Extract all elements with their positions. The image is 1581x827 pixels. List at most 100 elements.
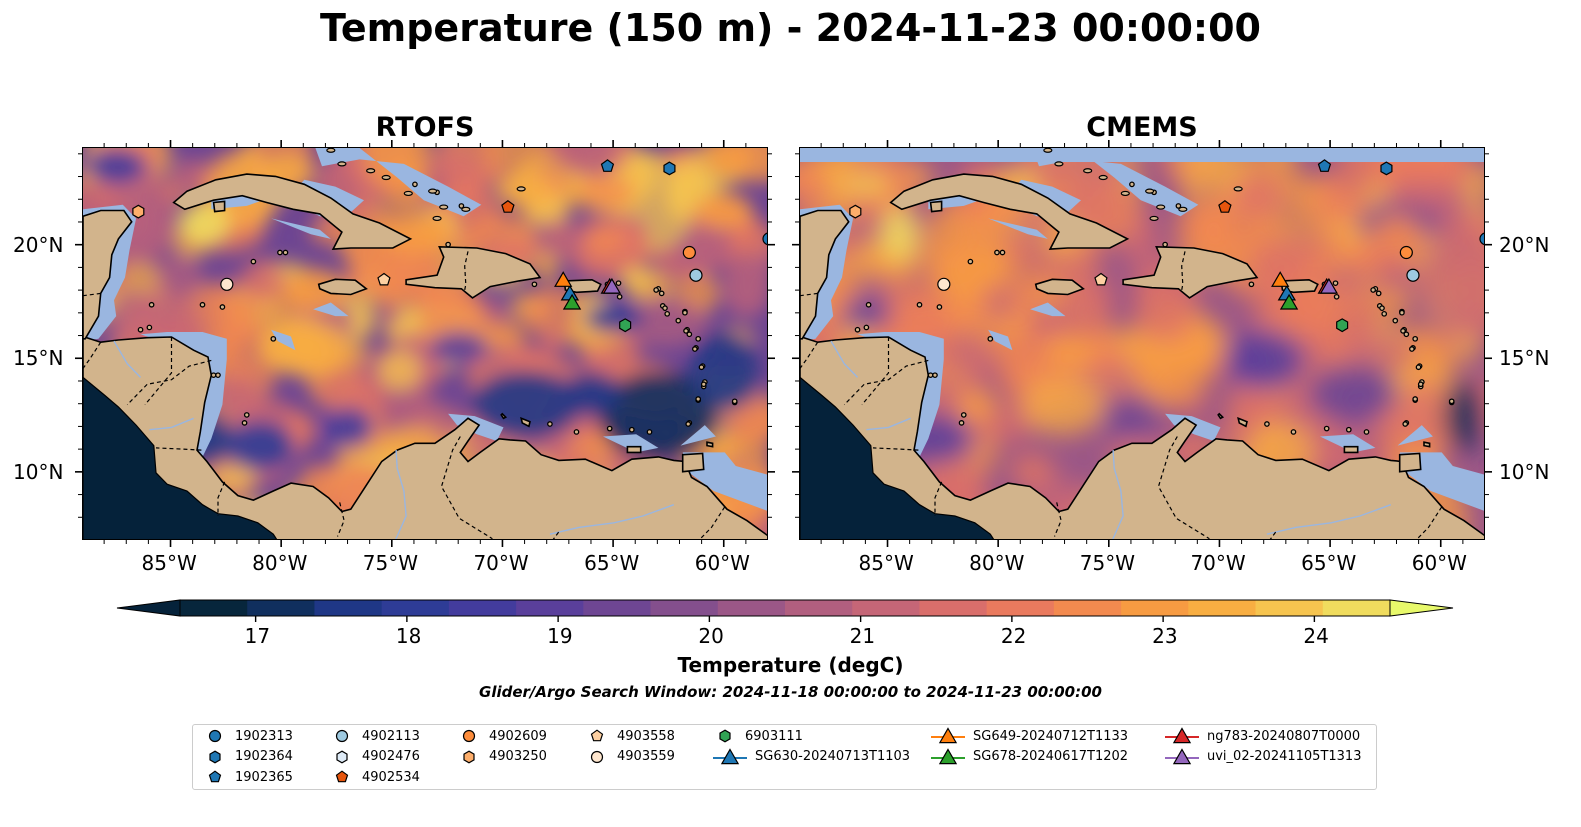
legend-label: 4902534 — [362, 769, 420, 785]
colorbar-bin — [919, 600, 988, 616]
legend-item: 4902534 — [330, 768, 420, 786]
colorbar-tick-label: 18 — [395, 624, 422, 648]
colorbar-bin — [1322, 600, 1391, 616]
legend-label: 1902364 — [235, 749, 293, 764]
colorbar-bin — [1255, 600, 1324, 616]
land — [83, 148, 767, 539]
legend-symbol — [462, 729, 476, 743]
legend-item: 1902365 — [203, 768, 293, 786]
colorbar-extend-low — [116, 599, 181, 617]
obs-marker-SG649-20240712T1133 — [554, 271, 573, 287]
legend-label: 1902313 — [235, 728, 293, 744]
colorbar-bin — [1121, 600, 1189, 616]
colorbar-tick-label: 21 — [849, 624, 876, 648]
legend-symbol — [463, 750, 475, 763]
observation-markers — [849, 159, 1484, 333]
obs-marker-4902609 — [682, 245, 696, 260]
legend-marker — [335, 729, 349, 743]
obs-marker-4903250 — [132, 204, 145, 219]
obs-marker-1902313 — [1479, 232, 1484, 246]
colorbar-tick-label: 19 — [547, 624, 573, 648]
lon-tick-label: 60°W — [1411, 551, 1467, 575]
legend-symbol — [208, 729, 222, 743]
legend-label: 4903250 — [489, 749, 547, 764]
legend-symbol — [1172, 727, 1192, 744]
legend-symbol — [590, 729, 604, 742]
colorbar-bin — [650, 600, 719, 616]
colorbar-bin — [986, 600, 1055, 616]
legend-item: SG630-20240713T1103 — [713, 747, 911, 766]
colorbar-bin — [448, 600, 517, 616]
obs-marker-4902534 — [501, 200, 515, 213]
legend-label: 4902476 — [362, 749, 420, 764]
legend-label: 4902113 — [362, 728, 420, 744]
legend-marker — [590, 729, 604, 742]
obs-marker-4903558 — [1094, 272, 1108, 286]
legend-item: 1902364 — [203, 748, 293, 766]
colorbar-bin — [717, 600, 786, 616]
legend-symbol — [209, 750, 221, 763]
legend-label: SG678-20240617T1202 — [973, 749, 1129, 764]
legend-marker — [463, 750, 475, 763]
lon-tick-label: 75°W — [1079, 551, 1136, 575]
legend-label: 1902365 — [235, 769, 293, 785]
legend-label: 4903559 — [617, 749, 675, 764]
legend-item: 4903250 — [457, 748, 547, 766]
legend-item: ng783-20240807T0000 — [1165, 727, 1360, 745]
legend-marker — [1165, 727, 1199, 744]
lon-tick-label: 60°W — [694, 551, 750, 575]
legend-item: 4902609 — [457, 727, 547, 745]
legend-label: SG630-20240713T1103 — [755, 749, 911, 764]
obs-marker-6903111 — [619, 318, 632, 333]
colorbar-bin — [1053, 600, 1122, 616]
lat-tick-label: 10°N — [13, 459, 64, 484]
legend-marker — [336, 750, 348, 763]
colorbar-bin — [785, 600, 853, 616]
obs-marker-SG678-20240617T1202 — [1279, 293, 1299, 310]
legend-marker — [931, 747, 965, 764]
legend-label: 4903558 — [617, 728, 675, 744]
legend-symbol — [590, 750, 604, 763]
obs-marker-4902534 — [1218, 200, 1232, 213]
colorbar-tick-label: 23 — [1152, 624, 1178, 648]
obs-marker-4903558 — [377, 272, 391, 286]
legend-item: uvi_02-20241105T1313 — [1165, 747, 1361, 766]
obs-marker-1902364 — [1380, 161, 1393, 176]
lon-tick-label: 85°W — [141, 551, 197, 575]
legend-symbol — [335, 729, 349, 743]
map-axes — [75, 140, 1492, 547]
obs-marker-4902113 — [689, 268, 703, 282]
obs-marker-SG649-20240712T1133 — [1271, 271, 1290, 287]
legend-label: 6903111 — [745, 728, 803, 744]
legend-item: 4902113 — [330, 727, 420, 745]
colorbar-label: Temperature (degC) — [677, 653, 904, 677]
obs-marker-4902609 — [1399, 245, 1413, 260]
lat-tick-label: 15°N — [1499, 346, 1550, 371]
obs-marker-6903111 — [1336, 318, 1349, 333]
obs-marker-1902365 — [600, 159, 615, 172]
panel-title-rtofs: RTOFS — [375, 112, 475, 143]
colorbar — [116, 599, 1454, 622]
obs-marker-1902365 — [1317, 159, 1332, 172]
legend-symbol — [1172, 747, 1192, 764]
search-window-text: Glider/Argo Search Window: 2024-11-18 00… — [479, 683, 1102, 701]
legend-marker — [209, 750, 221, 763]
lon-tick-label: 80°W — [969, 551, 1025, 575]
lon-tick-label: 80°W — [252, 551, 308, 575]
cmems-map — [799, 147, 1485, 540]
legend-label: 4902609 — [489, 728, 547, 744]
colorbar-tick-label: 17 — [244, 624, 271, 648]
legend-symbol — [336, 750, 348, 763]
legend-item: 4903559 — [585, 748, 675, 766]
rivers — [113, 340, 675, 539]
obs-marker-SG678-20240617T1202 — [562, 293, 582, 310]
lat-tick-label: 20°N — [13, 232, 64, 257]
colorbar-bin — [381, 600, 450, 616]
obs-marker-1902364 — [663, 161, 676, 176]
lon-tick-label: 70°W — [1190, 551, 1246, 575]
colorbar-bin — [852, 600, 920, 616]
legend-marker — [208, 729, 222, 743]
legend-marker — [1165, 747, 1199, 764]
legend-marker — [719, 729, 731, 743]
obs-marker-uvi_02-20241105T1313 — [1319, 277, 1339, 294]
